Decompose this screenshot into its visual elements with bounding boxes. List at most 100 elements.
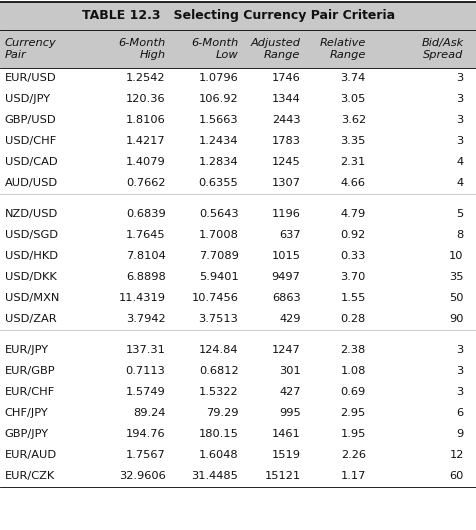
Text: USD/ZAR: USD/ZAR — [5, 314, 56, 324]
Text: 60: 60 — [448, 472, 463, 481]
Text: 90: 90 — [448, 314, 463, 324]
Text: 1.0796: 1.0796 — [198, 74, 238, 84]
Text: 9497: 9497 — [271, 272, 300, 282]
Text: 120.36: 120.36 — [126, 94, 165, 104]
Text: 1783: 1783 — [271, 137, 300, 146]
Text: 0.6839: 0.6839 — [126, 209, 165, 219]
Text: 35: 35 — [448, 272, 463, 282]
Text: USD/CHF: USD/CHF — [5, 137, 56, 146]
Text: 4: 4 — [456, 157, 463, 167]
Text: 6-Month
High: 6-Month High — [118, 38, 165, 60]
Text: 3: 3 — [456, 137, 463, 146]
Text: EUR/CZK: EUR/CZK — [5, 472, 55, 481]
Text: 0.69: 0.69 — [340, 387, 365, 398]
Bar — [0, 89, 476, 110]
Text: 8: 8 — [456, 231, 463, 241]
Bar — [0, 246, 476, 267]
Text: 12: 12 — [448, 450, 463, 461]
Text: 1.2434: 1.2434 — [198, 137, 238, 146]
Bar — [0, 466, 476, 487]
Text: 3.05: 3.05 — [340, 94, 365, 104]
Text: AUD/USD: AUD/USD — [5, 179, 58, 189]
Bar — [0, 445, 476, 466]
Bar — [0, 225, 476, 246]
Text: 4: 4 — [456, 179, 463, 189]
Text: 137.31: 137.31 — [125, 346, 165, 356]
Text: 11.4319: 11.4319 — [118, 294, 165, 304]
Text: 1519: 1519 — [271, 450, 300, 461]
Text: USD/HKD: USD/HKD — [5, 252, 58, 261]
Text: 0.5643: 0.5643 — [198, 209, 238, 219]
Text: 1.4217: 1.4217 — [126, 137, 165, 146]
Text: 1.17: 1.17 — [340, 472, 365, 481]
Text: 0.6812: 0.6812 — [198, 367, 238, 376]
Bar — [0, 2, 476, 30]
Text: 3.74: 3.74 — [340, 74, 365, 84]
Text: 3: 3 — [456, 387, 463, 398]
Text: 0.7113: 0.7113 — [125, 367, 165, 376]
Bar — [0, 204, 476, 225]
Text: 2.95: 2.95 — [340, 409, 365, 419]
Text: GBP/JPY: GBP/JPY — [5, 429, 49, 439]
Text: 1.8106: 1.8106 — [126, 116, 165, 126]
Text: USD/DKK: USD/DKK — [5, 272, 56, 282]
Text: 32.9606: 32.9606 — [119, 472, 165, 481]
Bar — [0, 68, 476, 89]
Text: 3: 3 — [456, 74, 463, 84]
Bar — [0, 403, 476, 424]
Text: 0.33: 0.33 — [340, 252, 365, 261]
Text: 3: 3 — [456, 346, 463, 356]
Text: 1.7645: 1.7645 — [126, 231, 165, 241]
Text: 1.4079: 1.4079 — [126, 157, 165, 167]
Text: 0.92: 0.92 — [340, 231, 365, 241]
Text: Adjusted
Range: Adjusted Range — [250, 38, 300, 60]
Text: 0.28: 0.28 — [340, 314, 365, 324]
Text: EUR/CHF: EUR/CHF — [5, 387, 55, 398]
Bar — [0, 110, 476, 131]
Bar — [0, 131, 476, 152]
Text: 9: 9 — [456, 429, 463, 439]
Text: 2.38: 2.38 — [340, 346, 365, 356]
Text: 2.31: 2.31 — [340, 157, 365, 167]
Text: USD/MXN: USD/MXN — [5, 294, 59, 304]
Text: 2.26: 2.26 — [340, 450, 365, 461]
Text: 995: 995 — [278, 409, 300, 419]
Bar — [0, 288, 476, 309]
Text: USD/JPY: USD/JPY — [5, 94, 50, 104]
Bar — [0, 152, 476, 173]
Bar — [0, 309, 476, 330]
Text: 194.76: 194.76 — [126, 429, 165, 439]
Text: 1.6048: 1.6048 — [198, 450, 238, 461]
Text: 1.08: 1.08 — [340, 367, 365, 376]
Text: 1196: 1196 — [271, 209, 300, 219]
Text: EUR/GBP: EUR/GBP — [5, 367, 55, 376]
Text: EUR/JPY: EUR/JPY — [5, 346, 49, 356]
Text: 4.66: 4.66 — [340, 179, 365, 189]
Text: 1.5663: 1.5663 — [198, 116, 238, 126]
Text: 3: 3 — [456, 367, 463, 376]
Text: 1.55: 1.55 — [340, 294, 365, 304]
Text: 50: 50 — [448, 294, 463, 304]
Bar — [0, 267, 476, 288]
Text: 1.95: 1.95 — [340, 429, 365, 439]
Text: EUR/USD: EUR/USD — [5, 74, 56, 84]
Text: 79.29: 79.29 — [206, 409, 238, 419]
Text: 3: 3 — [456, 94, 463, 104]
Text: 1015: 1015 — [271, 252, 300, 261]
Text: 1245: 1245 — [271, 157, 300, 167]
Text: 7.7089: 7.7089 — [198, 252, 238, 261]
Text: 3.70: 3.70 — [340, 272, 365, 282]
Bar — [0, 361, 476, 382]
Text: 3.7513: 3.7513 — [198, 314, 238, 324]
Bar — [0, 30, 476, 68]
Text: 10: 10 — [448, 252, 463, 261]
Text: GBP/USD: GBP/USD — [5, 116, 56, 126]
Text: 1.2834: 1.2834 — [198, 157, 238, 167]
Text: 6.8898: 6.8898 — [126, 272, 165, 282]
Text: 1307: 1307 — [271, 179, 300, 189]
Text: 429: 429 — [278, 314, 300, 324]
Text: 427: 427 — [278, 387, 300, 398]
Bar — [0, 424, 476, 445]
Text: EUR/AUD: EUR/AUD — [5, 450, 57, 461]
Text: Currency
Pair: Currency Pair — [5, 38, 56, 60]
